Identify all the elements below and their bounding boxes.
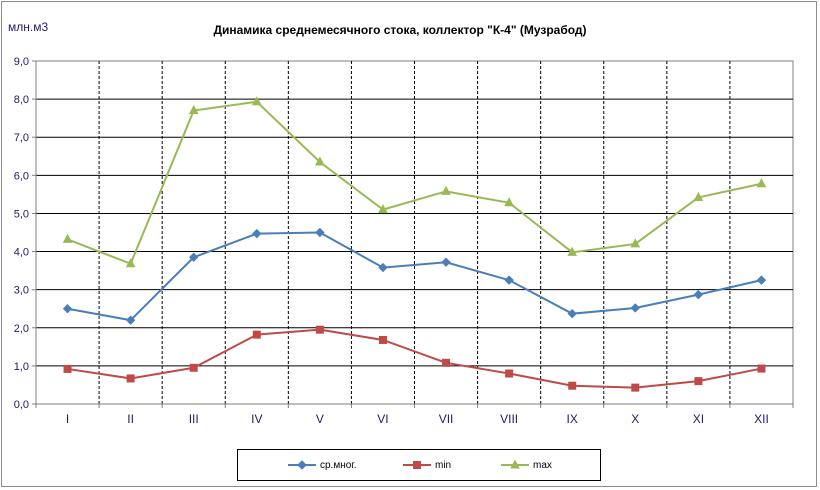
- data-point: [126, 374, 135, 383]
- axes: [32, 60, 794, 408]
- data-point: [378, 262, 388, 273]
- x-tick-label: I: [66, 412, 69, 426]
- x-tick-label: VIII: [500, 412, 518, 426]
- data-point: [756, 275, 767, 285]
- x-tick-label: VI: [377, 412, 388, 426]
- data-point: [251, 96, 262, 106]
- y-tick-label: 1,0: [14, 361, 29, 373]
- data-point: [125, 258, 136, 268]
- data-point: [693, 191, 704, 201]
- series-line: [67, 328, 762, 389]
- data-point: [441, 257, 451, 267]
- legend-item: min: [403, 450, 451, 480]
- x-tick-label: V: [316, 412, 324, 426]
- series-layer: [62, 96, 767, 392]
- y-tick-label: 9,0: [14, 56, 29, 68]
- data-point: [756, 178, 767, 188]
- y-tick-label: 0,0: [14, 399, 29, 411]
- series-3: [62, 96, 767, 268]
- x-tick-label: X: [631, 412, 639, 426]
- y-tick-label: 6,0: [14, 170, 29, 182]
- x-tick-label: IX: [567, 412, 578, 426]
- series-line: [67, 231, 762, 322]
- data-point: [442, 358, 451, 367]
- y-axis-unit-label: млн.м3: [8, 20, 49, 34]
- data-point: [315, 227, 325, 238]
- x-tick-label: III: [189, 412, 199, 426]
- data-point: [630, 238, 641, 248]
- legend-item: ср.мног.: [288, 450, 357, 480]
- data-point: [567, 308, 577, 319]
- data-point: [694, 377, 703, 386]
- data-point: [315, 325, 324, 334]
- legend-marker: [413, 461, 421, 469]
- y-tick-label: 3,0: [14, 285, 29, 297]
- data-point: [504, 275, 514, 285]
- data-point: [378, 204, 388, 214]
- data-point: [631, 383, 640, 392]
- data-point: [62, 233, 73, 243]
- tick-labels: 0,01,02,03,04,05,06,07,08,09,0I II III IV V V…: [14, 56, 769, 426]
- y-tick-label: 7,0: [14, 132, 29, 144]
- data-point: [63, 364, 72, 373]
- legend-swatch: [501, 460, 529, 469]
- x-tick-label: XII: [754, 412, 769, 426]
- legend-swatch: [403, 461, 431, 469]
- data-point: [189, 252, 199, 262]
- y-tick-label: 5,0: [14, 208, 29, 220]
- data-point: [125, 315, 136, 325]
- x-tick-label: VII: [439, 412, 454, 426]
- data-point: [441, 185, 451, 195]
- data-point: [189, 363, 198, 372]
- series-line: [67, 100, 762, 266]
- series-2: [63, 325, 766, 392]
- data-point: [505, 369, 514, 378]
- data-point: [252, 228, 262, 239]
- data-point: [568, 381, 577, 390]
- grid-lines: [35, 60, 794, 405]
- data-point: [693, 289, 704, 300]
- chart-title: Динамика среднемесячного стока, коллекто…: [213, 23, 587, 37]
- data-point: [252, 330, 261, 339]
- line-chart: 0,01,02,03,04,05,06,07,08,09,0I II III IV V V…: [14, 56, 794, 426]
- data-point: [188, 104, 199, 115]
- legend-label: max: [533, 459, 552, 471]
- legend-label: min: [435, 459, 452, 471]
- x-tick-label: IV: [251, 412, 262, 426]
- legend: ср.мног. min max: [237, 449, 601, 481]
- series-1: [62, 227, 767, 325]
- y-tick-label: 8,0: [14, 94, 29, 106]
- data-point: [757, 364, 766, 373]
- x-tick-label: II: [127, 412, 134, 426]
- legend-item: max: [501, 450, 552, 480]
- x-tick-label: XI: [693, 412, 704, 426]
- data-point: [630, 303, 640, 313]
- legend-swatch: [288, 460, 316, 470]
- y-tick-label: 4,0: [14, 247, 29, 259]
- legend-label: ср.мног.: [320, 459, 357, 471]
- legend-marker: [297, 460, 307, 470]
- data-point: [315, 156, 325, 166]
- legend-marker: [510, 460, 520, 469]
- data-point: [378, 335, 387, 344]
- data-point: [567, 246, 578, 256]
- data-point: [62, 304, 73, 314]
- y-tick-label: 2,0: [14, 323, 29, 335]
- data-point: [504, 197, 514, 207]
